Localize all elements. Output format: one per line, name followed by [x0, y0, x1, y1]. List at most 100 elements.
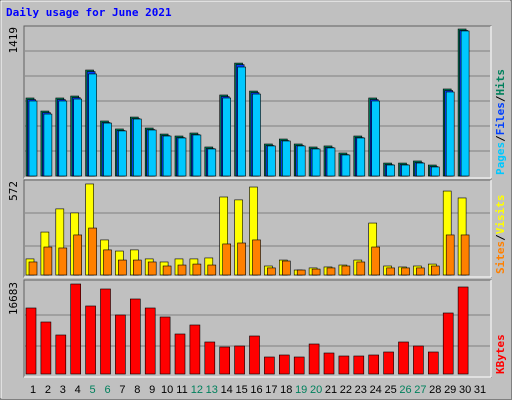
x-tick-label: 22 [340, 384, 352, 396]
x-tick-label: 11 [176, 384, 187, 396]
bar [219, 346, 230, 375]
bar [281, 260, 291, 276]
bar [401, 267, 410, 276]
bar [338, 355, 350, 375]
legend: KBytes [494, 334, 507, 374]
x-tick-label: 13 [206, 384, 218, 396]
bar [162, 135, 172, 177]
bar [144, 307, 156, 375]
bar [311, 148, 321, 177]
bar [162, 265, 172, 276]
bar [252, 93, 261, 177]
bar [267, 145, 276, 177]
bar [296, 145, 306, 177]
x-tick-label: 20 [310, 384, 322, 396]
bar [401, 164, 410, 177]
bar [398, 341, 409, 375]
bar [207, 148, 217, 177]
bar [234, 345, 245, 375]
x-tick-label: 9 [149, 384, 155, 396]
bar [326, 147, 336, 177]
bar [356, 261, 366, 276]
bar [222, 97, 231, 177]
legend-label: Visits [494, 195, 507, 235]
bar [192, 263, 202, 276]
bar [147, 261, 157, 276]
legend-label: Sites [494, 241, 507, 274]
bar [445, 91, 455, 177]
x-tick-label: 28 [429, 384, 441, 396]
bar [85, 305, 96, 375]
bar [133, 118, 142, 177]
bar [28, 261, 38, 276]
bar [371, 246, 381, 276]
bar [341, 154, 351, 177]
bar [118, 259, 127, 276]
bar [264, 356, 275, 375]
x-tick-label: 12 [191, 384, 203, 396]
bar [204, 341, 216, 375]
bar [353, 355, 365, 375]
bar [130, 298, 141, 375]
legend-label: KBytes [494, 334, 507, 374]
bar [442, 312, 454, 375]
legend-separator: / [494, 234, 507, 241]
bar [189, 324, 201, 375]
chart-title: Daily usage for June 2021 [6, 6, 172, 19]
x-tick-label: 14 [221, 384, 233, 396]
bar [237, 66, 246, 177]
bar [386, 267, 395, 276]
bar [88, 227, 97, 276]
x-tick-label: 24 [370, 384, 382, 396]
x-tick-label: 4 [75, 384, 81, 396]
bar [326, 267, 336, 276]
bar [323, 352, 335, 375]
bar [159, 316, 171, 375]
bar [174, 333, 186, 375]
x-tick-label: 1 [30, 384, 36, 396]
bar [43, 113, 53, 177]
x-tick-label: 23 [355, 384, 367, 396]
y-tick-label: 1419 [7, 27, 20, 54]
legend: Sites/Visits [494, 195, 507, 275]
bar [252, 239, 261, 276]
bar [460, 234, 470, 276]
bar [267, 267, 276, 276]
bar [427, 351, 439, 375]
bar [40, 321, 52, 375]
bar [293, 356, 305, 375]
legend-label: Hits [494, 69, 507, 96]
legend-separator: / [494, 95, 507, 102]
bar [308, 343, 320, 375]
bar [457, 286, 469, 375]
x-tick-label: 16 [250, 384, 262, 396]
bar [177, 137, 187, 177]
x-tick-label: 5 [90, 384, 96, 396]
x-tick-label: 17 [265, 384, 277, 396]
x-tick-label: 2 [45, 384, 51, 396]
x-tick-label: 10 [161, 384, 173, 396]
x-tick-label: 8 [134, 384, 140, 396]
x-tick-label: 26 [399, 384, 411, 396]
bar [147, 129, 157, 177]
bar [237, 242, 246, 276]
x-tick-label: 30 [459, 384, 471, 396]
bar [103, 249, 112, 276]
legend-label: Pages [494, 142, 507, 175]
x-tick-label: 6 [104, 384, 110, 396]
bar [460, 30, 470, 177]
bar [278, 354, 290, 375]
bar [133, 259, 142, 276]
x-tick-label: 7 [119, 384, 125, 396]
legend-separator: / [494, 135, 507, 142]
y-tick-label: 16683 [7, 282, 20, 315]
bar [207, 264, 217, 276]
bar [416, 267, 425, 276]
bar [58, 247, 68, 276]
x-tick-label: 21 [325, 384, 337, 396]
bar [249, 335, 260, 375]
x-tick-label: 29 [444, 384, 456, 396]
legend: Pages/Files/Hits [494, 69, 507, 175]
bar [430, 166, 440, 177]
